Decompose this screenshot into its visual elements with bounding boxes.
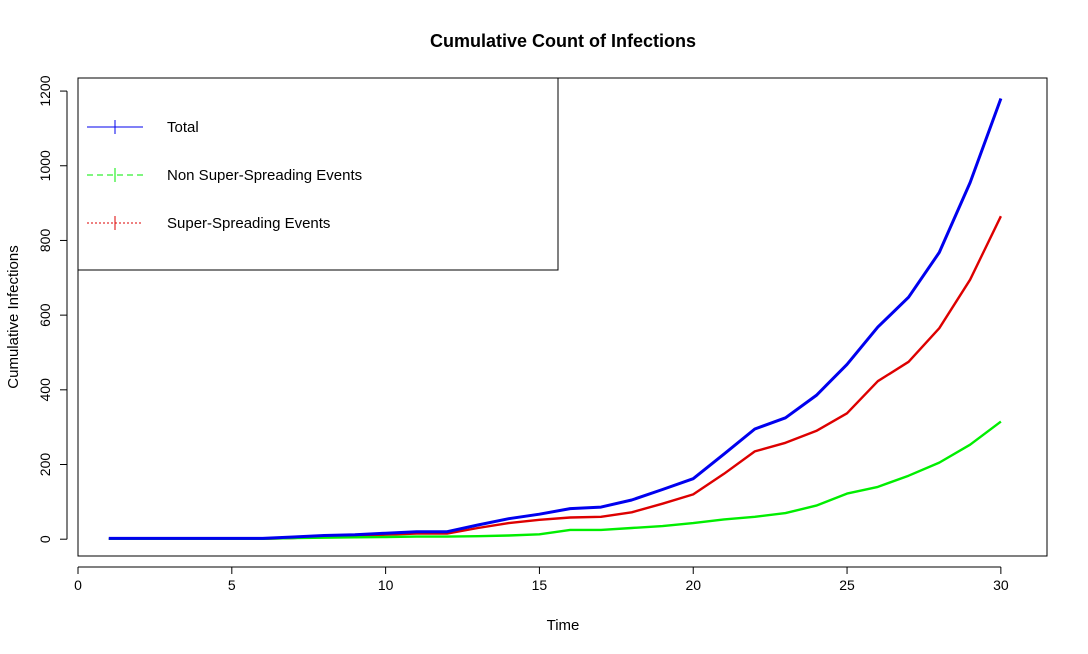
x-tick-label: 20 xyxy=(685,577,701,593)
x-tick-label: 25 xyxy=(839,577,855,593)
legend-label-1: Total xyxy=(167,119,199,136)
chart-title: Cumulative Count of Infections xyxy=(430,31,696,51)
series-line-2 xyxy=(108,420,1002,540)
x-axis: 0 5 10 15 20 25 30 xyxy=(74,566,1009,593)
y-tick-label: 1000 xyxy=(37,150,53,181)
y-axis-label: Cumulative Infections xyxy=(5,245,22,388)
legend-label-2: Non Super-Spreading Events xyxy=(167,167,362,184)
legend-box xyxy=(77,77,559,271)
x-tick-label: 10 xyxy=(378,577,394,593)
y-tick-label: 800 xyxy=(37,229,53,253)
y-tick-label: 1200 xyxy=(37,75,53,106)
x-tick-label: 15 xyxy=(532,577,548,593)
series-line-1 xyxy=(108,97,1003,540)
y-tick-label: 400 xyxy=(37,378,53,402)
y-tick-label: 0 xyxy=(37,535,53,543)
x-tick-label: 5 xyxy=(228,577,236,593)
series-lines xyxy=(108,97,1003,540)
x-axis-label: Time xyxy=(547,617,580,634)
plot-frame xyxy=(77,77,1048,557)
x-tick-label: 30 xyxy=(993,577,1009,593)
x-tick-label: 0 xyxy=(74,577,82,593)
y-axis: 0 200 400 600 800 1000 1200 xyxy=(37,75,68,543)
legend-label-3: Super-Spreading Events xyxy=(167,215,330,232)
y-tick-label: 600 xyxy=(37,303,53,327)
legend: Total Non Super-Spreading Events Super-Spr… xyxy=(77,77,559,271)
y-tick-label: 200 xyxy=(37,453,53,477)
